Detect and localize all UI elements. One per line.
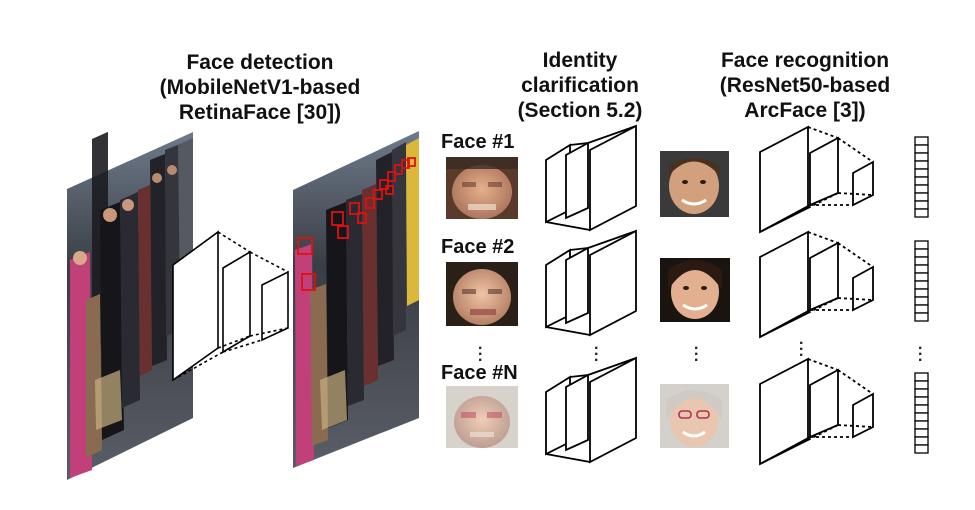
clarified-face-n xyxy=(660,384,729,448)
embedding-cell xyxy=(914,288,929,298)
street-image-detections xyxy=(293,131,419,468)
embedding-cell xyxy=(914,272,929,282)
embedding-cell xyxy=(914,248,929,258)
face-label-1: Face #1 xyxy=(441,131,515,153)
clarification-network-n xyxy=(545,356,637,464)
embedding-cell xyxy=(914,264,929,274)
recognition-network-1 xyxy=(759,125,874,234)
embedding-cell xyxy=(914,380,929,390)
embedding-cell xyxy=(914,296,929,306)
detection-network-icon xyxy=(172,230,289,382)
embedding-cell xyxy=(914,200,929,210)
embedding-vector-2 xyxy=(914,240,929,322)
embedding-cell xyxy=(914,192,929,202)
embedding-cell xyxy=(914,304,929,314)
embedding-cell xyxy=(914,184,929,194)
embedding-cell xyxy=(914,372,929,382)
face-crop-1 xyxy=(446,157,518,219)
embedding-cell xyxy=(914,280,929,290)
clarification-network-2 xyxy=(545,229,637,337)
clarified-face-2 xyxy=(660,258,730,322)
embedding-cell xyxy=(914,436,929,446)
face-recognition-title: Face recognition (ResNet50-based ArcFace… xyxy=(705,48,905,123)
identity-clarification-title-line3: (Section 5.2) xyxy=(517,99,643,122)
clarification-network-1 xyxy=(545,124,637,232)
embedding-vectors xyxy=(914,136,929,454)
face-recognition-title-line3: ArcFace [3]) xyxy=(744,99,866,122)
embedding-vector-1 xyxy=(914,136,929,218)
embedding-cell xyxy=(914,160,929,170)
face-detection-title: Face detection (MobileNetV1-based Retina… xyxy=(150,50,370,125)
embedding-cell xyxy=(914,256,929,266)
ellipsis-clean-face-column: ... xyxy=(694,336,699,365)
clarified-face-1 xyxy=(660,151,729,217)
embedding-cell xyxy=(914,444,929,454)
embedding-cell xyxy=(914,396,929,406)
face-recognition-title-line1: Face recognition xyxy=(720,49,890,72)
embedding-cell xyxy=(914,312,929,322)
embedding-cell xyxy=(914,420,929,430)
recognition-network-n xyxy=(759,357,874,466)
embedding-cell xyxy=(914,168,929,178)
embedding-cell xyxy=(914,208,929,218)
embedding-cell xyxy=(914,412,929,422)
face-detection-title-line2: (MobileNetV1-based xyxy=(159,76,361,99)
face-label-n: Face #N xyxy=(441,362,518,384)
recognition-network-2 xyxy=(759,230,874,339)
identity-clarification-title-line2: clarification xyxy=(521,74,639,97)
embedding-cell xyxy=(914,404,929,414)
face-detection-title-line1: Face detection xyxy=(186,51,334,74)
embedding-cell xyxy=(914,176,929,186)
face-crop-2 xyxy=(446,262,518,326)
ellipsis-recognition-column: ... xyxy=(799,331,804,360)
embedding-cell xyxy=(914,152,929,162)
embedding-vector-n xyxy=(914,372,929,454)
embedding-cell xyxy=(914,136,929,146)
ellipsis-embedding-column: ... xyxy=(918,336,923,365)
ellipsis-clarification-column: ... xyxy=(594,336,599,365)
ellipsis-face-column: ... xyxy=(478,336,483,365)
detection-boxes xyxy=(297,157,416,291)
face-label-2: Face #2 xyxy=(441,236,515,258)
embedding-cell xyxy=(914,144,929,154)
face-detection-title-line3: RetinaFace [30]) xyxy=(178,101,342,124)
street-image-input xyxy=(67,131,193,480)
embedding-cell xyxy=(914,388,929,398)
embedding-cell xyxy=(914,428,929,438)
identity-clarification-title: Identity clarification (Section 5.2) xyxy=(500,48,660,123)
embedding-cell xyxy=(914,240,929,250)
identity-clarification-title-line1: Identity xyxy=(542,49,618,72)
face-crop-n xyxy=(446,386,518,448)
face-recognition-title-line2: (ResNet50-based xyxy=(719,74,891,97)
